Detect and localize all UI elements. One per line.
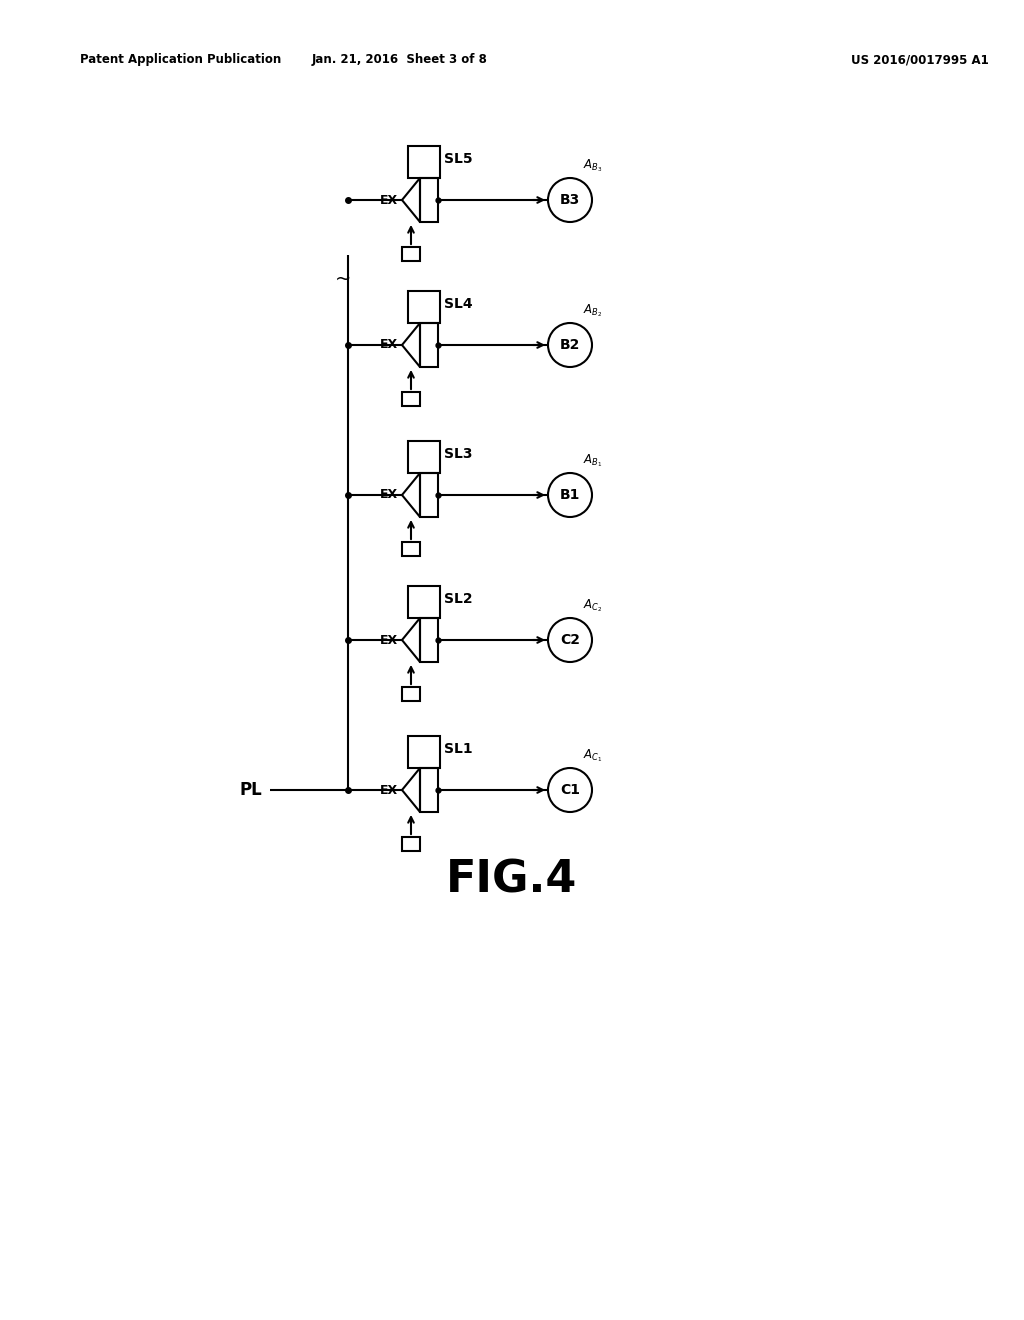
- Text: $\mathit{A}_{C_2}$: $\mathit{A}_{C_2}$: [584, 598, 602, 614]
- Text: SL4: SL4: [444, 297, 473, 310]
- Text: B2: B2: [560, 338, 581, 352]
- Bar: [420, 768, 438, 812]
- Text: PL: PL: [240, 781, 262, 799]
- Text: EX: EX: [380, 194, 398, 206]
- Text: C1: C1: [560, 783, 580, 797]
- Bar: [420, 323, 438, 367]
- Text: $\mathit{A}_{B_2}$: $\mathit{A}_{B_2}$: [584, 302, 602, 319]
- Text: US 2016/0017995 A1: US 2016/0017995 A1: [851, 54, 989, 66]
- Text: Patent Application Publication: Patent Application Publication: [80, 54, 282, 66]
- Text: $\mathit{A}_{B_3}$: $\mathit{A}_{B_3}$: [584, 157, 603, 174]
- Text: SL2: SL2: [444, 591, 473, 606]
- Text: B1: B1: [560, 488, 581, 502]
- Text: SL5: SL5: [444, 152, 473, 166]
- Bar: [402, 392, 420, 407]
- Text: $\mathit{A}_{B_1}$: $\mathit{A}_{B_1}$: [584, 453, 602, 469]
- Bar: [402, 837, 420, 851]
- Bar: [408, 147, 440, 178]
- Text: B3: B3: [560, 193, 581, 207]
- Text: SL1: SL1: [444, 742, 473, 756]
- Bar: [420, 473, 438, 517]
- Bar: [408, 441, 440, 473]
- Bar: [420, 618, 438, 663]
- Text: ~: ~: [335, 271, 351, 289]
- Text: EX: EX: [380, 634, 398, 647]
- Bar: [408, 737, 440, 768]
- Text: Jan. 21, 2016  Sheet 3 of 8: Jan. 21, 2016 Sheet 3 of 8: [312, 54, 488, 66]
- Text: C2: C2: [560, 634, 580, 647]
- Text: FIG.4: FIG.4: [446, 858, 578, 902]
- Bar: [402, 543, 420, 556]
- Bar: [402, 686, 420, 701]
- Text: EX: EX: [380, 338, 398, 351]
- Text: EX: EX: [380, 784, 398, 796]
- Text: SL3: SL3: [444, 446, 472, 461]
- Bar: [408, 290, 440, 323]
- Text: $\mathit{A}_{C_1}$: $\mathit{A}_{C_1}$: [584, 747, 603, 764]
- Bar: [402, 247, 420, 261]
- Bar: [420, 178, 438, 222]
- Bar: [408, 586, 440, 618]
- Text: EX: EX: [380, 488, 398, 502]
